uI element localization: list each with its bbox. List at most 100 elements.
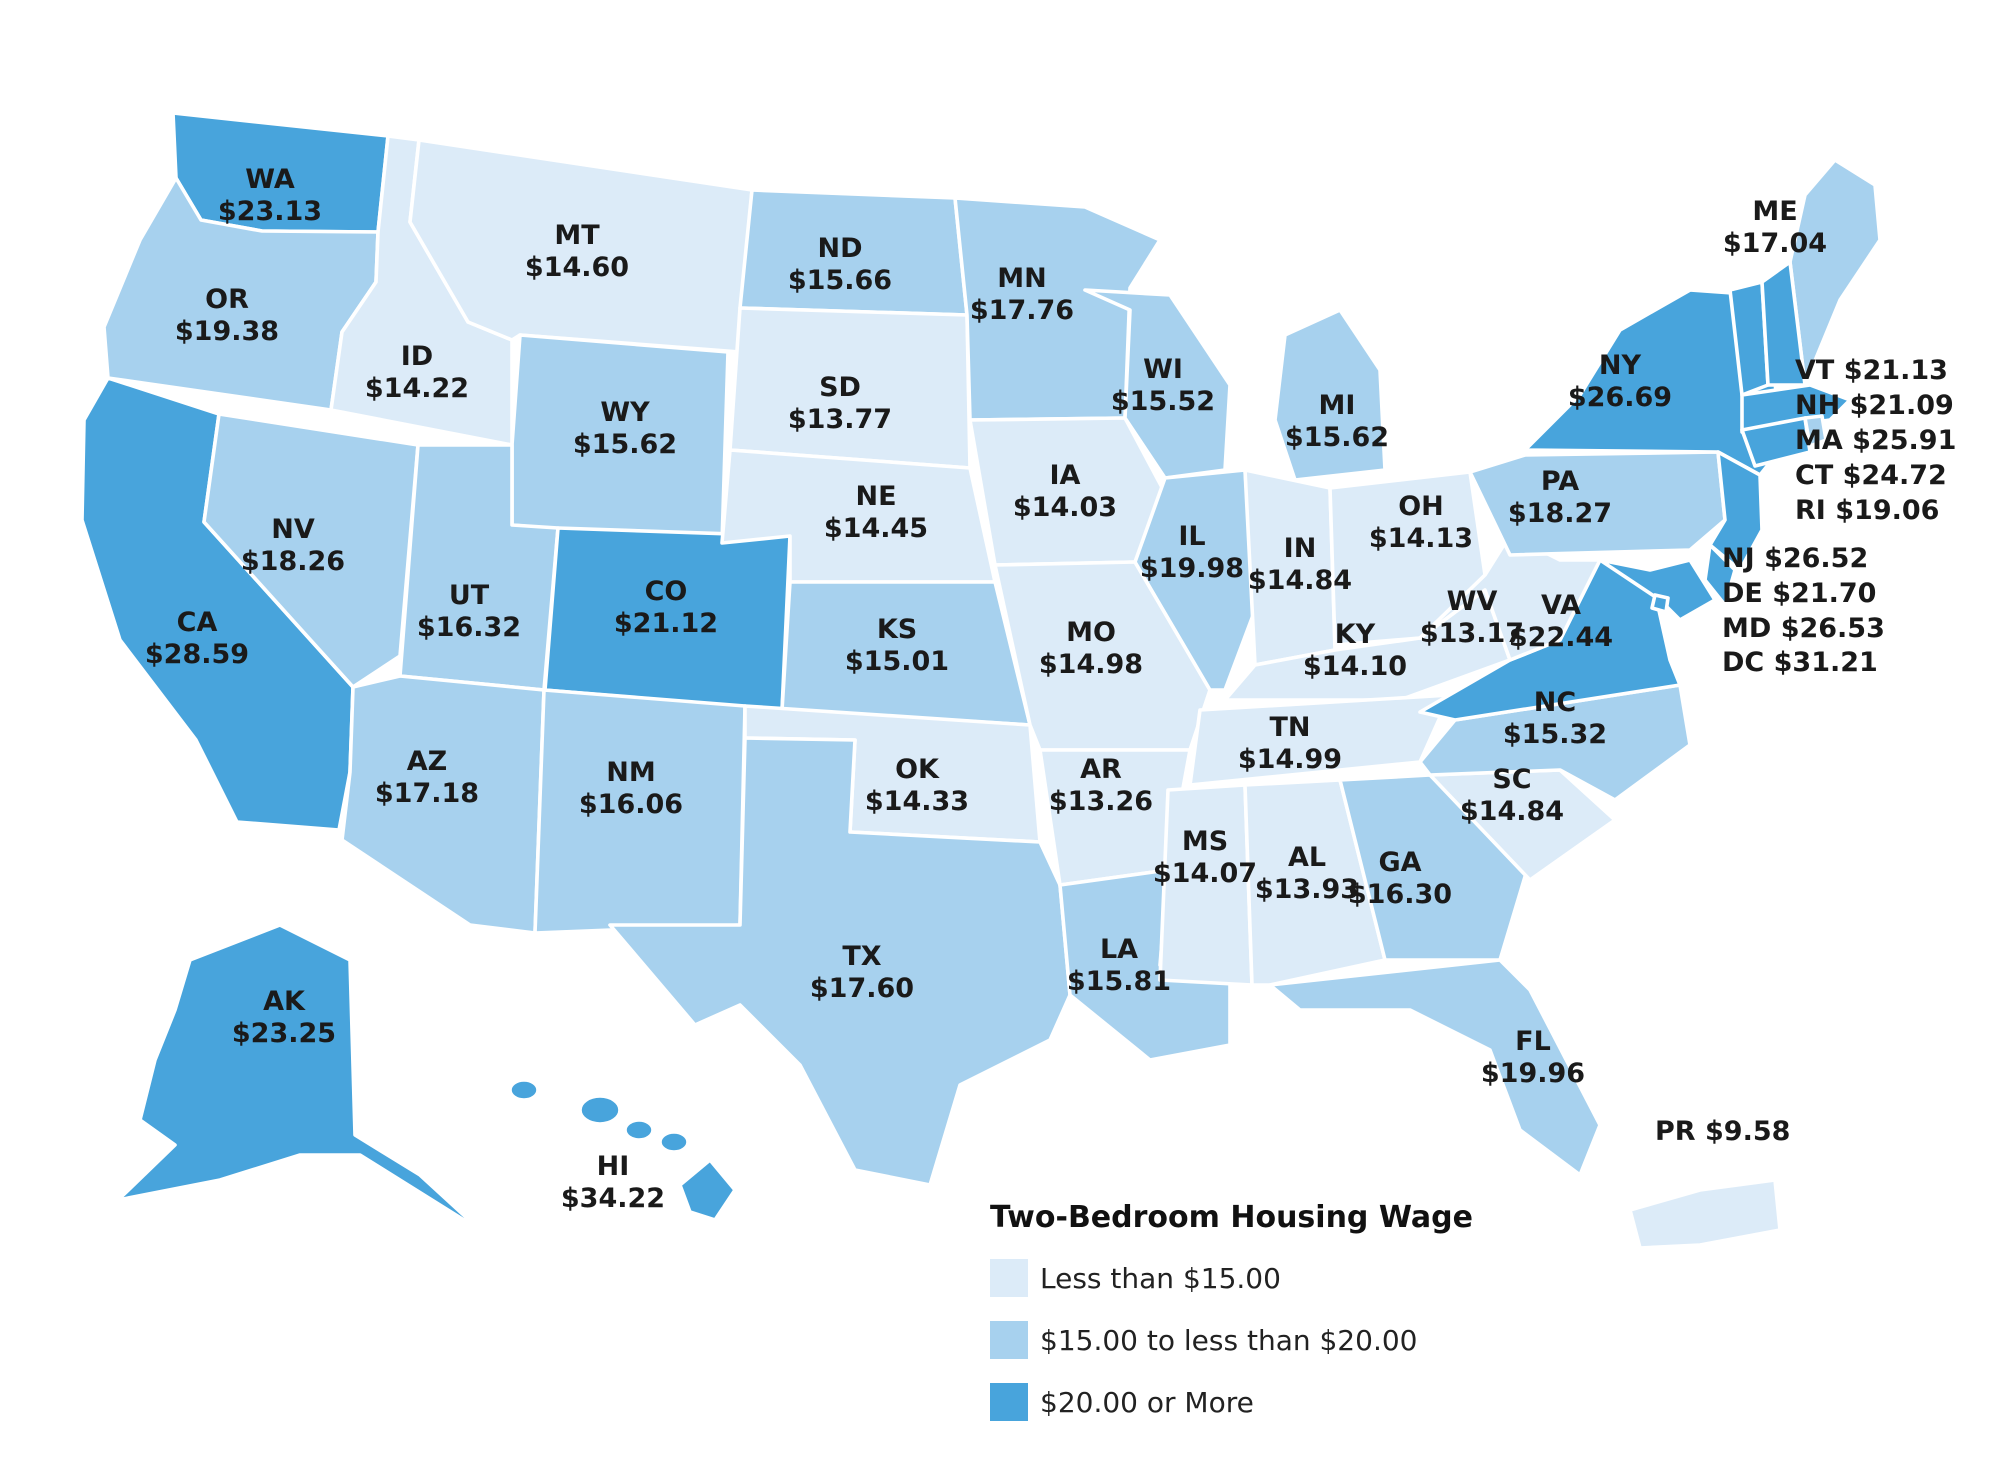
state-label-ks: KS $15.01 [845, 614, 949, 677]
legend-swatch-low [990, 1259, 1028, 1297]
state-wage: $17.04 [1723, 228, 1827, 259]
state-abbr: PR [1655, 1116, 1696, 1147]
legend: Two-Bedroom Housing Wage Less than $15.00… [990, 1200, 1473, 1421]
state-wage: $24.72 [1843, 460, 1947, 491]
legend-swatch-high [990, 1383, 1028, 1421]
state-abbr: AR [1080, 754, 1122, 785]
state-abbr: NY [1599, 350, 1642, 381]
state-wage: $21.70 [1772, 578, 1876, 609]
state-wage: $15.01 [845, 646, 949, 677]
state-label-wy: WY $15.62 [573, 397, 677, 460]
state-wage: $19.38 [175, 316, 279, 347]
state-abbr: UT [449, 580, 490, 611]
state-label-nc: NC $15.32 [1503, 687, 1607, 750]
side-label-ma: MA $25.91 [1795, 425, 1956, 456]
state-label-wi: WI $15.52 [1111, 354, 1215, 417]
state-abbr: OH [1398, 491, 1444, 522]
state-abbr: RI [1795, 495, 1826, 526]
state-wage: $23.25 [232, 1018, 336, 1049]
state-al [1243, 778, 1387, 987]
side-label-de: DE $21.70 [1722, 578, 1876, 609]
state-label-co: CO $21.12 [614, 576, 718, 639]
state-wage: $14.99 [1238, 744, 1342, 775]
state-abbr: WI [1143, 354, 1183, 385]
state-wage: $26.69 [1568, 382, 1672, 413]
side-label-md: MD $26.53 [1722, 613, 1885, 644]
state-wage: $15.62 [1285, 422, 1389, 453]
state-abbr: NM [606, 757, 655, 788]
state-wage: $14.10 [1303, 651, 1407, 682]
state-label-hi: HI $34.22 [561, 1151, 665, 1214]
state-labels: WA $23.13 OR $19.38 CA $28.59 ID $14.22 NV $18.26… [145, 164, 1827, 1214]
state-abbr: HI [597, 1151, 630, 1182]
state-label-oh: OH $14.13 [1369, 491, 1473, 554]
state-label-ca: CA $28.59 [145, 607, 249, 670]
state-wage: $14.07 [1153, 858, 1257, 889]
state-wage: $17.60 [810, 973, 914, 1004]
state-label-sd: SD $13.77 [788, 372, 892, 435]
state-abbr: NV [271, 514, 315, 545]
state-de [1703, 543, 1737, 607]
state-wage: $13.17 [1420, 618, 1524, 649]
state-wage: $19.98 [1140, 553, 1244, 584]
state-abbr: NC [1534, 687, 1576, 718]
state-abbr: IA [1050, 460, 1081, 491]
state-label-nv: NV $18.26 [241, 514, 345, 577]
state-abbr: IN [1284, 533, 1317, 564]
side-label-nj: NJ $26.52 [1722, 543, 1868, 574]
legend-label-mid: $15.00 to less than $20.00 [1040, 1324, 1417, 1357]
state-wage: $15.81 [1067, 966, 1171, 997]
state-abbr: MD [1722, 613, 1771, 644]
side-label-ri: RI $19.06 [1795, 495, 1939, 526]
state-wage: $13.26 [1049, 786, 1153, 817]
state-abbr: DC [1722, 647, 1764, 678]
state-wage: $25.91 [1852, 425, 1956, 456]
state-label-ia: IA $14.03 [1013, 460, 1117, 523]
state-abbr: MO [1066, 617, 1116, 648]
state-abbr: SC [1492, 764, 1531, 795]
state-abbr: TN [1269, 712, 1310, 743]
state-wage: $19.96 [1481, 1058, 1585, 1089]
state-wage: $31.21 [1774, 647, 1878, 678]
state-wage: $17.76 [970, 295, 1074, 326]
state-label-mn: MN $17.76 [970, 263, 1074, 326]
state-mi [1273, 308, 1387, 482]
state-abbr: AK [263, 986, 306, 1017]
state-abbr: KS [877, 614, 917, 645]
state-abbr: DE [1722, 578, 1763, 609]
legend-swatch-mid [990, 1321, 1028, 1359]
state-wage: $16.30 [1348, 879, 1452, 910]
state-abbr: IL [1178, 521, 1205, 552]
state-abbr: OR [205, 284, 249, 315]
state-tx [608, 736, 1072, 1187]
state-label-fl: FL $19.96 [1481, 1026, 1585, 1089]
state-ak [116, 923, 482, 1232]
state-abbr: ID [401, 341, 433, 372]
state-label-il: IL $19.98 [1140, 521, 1244, 584]
state-wage: $14.03 [1013, 492, 1117, 523]
state-shapes [80, 111, 1882, 1250]
state-abbr: NH [1795, 390, 1840, 421]
state-abbr: MA [1795, 425, 1843, 456]
state-wage: $26.52 [1764, 543, 1868, 574]
state-abbr: WA [245, 164, 295, 195]
state-label-pa: PA $18.27 [1508, 466, 1612, 529]
state-wage: $13.77 [788, 404, 892, 435]
state-wage: $22.44 [1509, 622, 1613, 653]
state-abbr: FL [1515, 1026, 1551, 1057]
state-wage: $16.06 [579, 789, 683, 820]
state-abbr: CA [177, 607, 218, 638]
state-wage: $9.58 [1705, 1116, 1790, 1147]
state-abbr: AZ [407, 746, 447, 777]
state-wage: $14.84 [1460, 796, 1564, 827]
state-abbr: PA [1541, 466, 1579, 497]
state-abbr: MI [1319, 390, 1356, 421]
state-wage: $14.33 [865, 786, 969, 817]
state-label-id: ID $14.22 [365, 341, 469, 404]
state-label-mo: MO $14.98 [1039, 617, 1143, 680]
state-label-va: VA $22.44 [1509, 590, 1613, 653]
state-label-ne: NE $14.45 [824, 481, 928, 544]
state-abbr: ND [817, 233, 862, 264]
